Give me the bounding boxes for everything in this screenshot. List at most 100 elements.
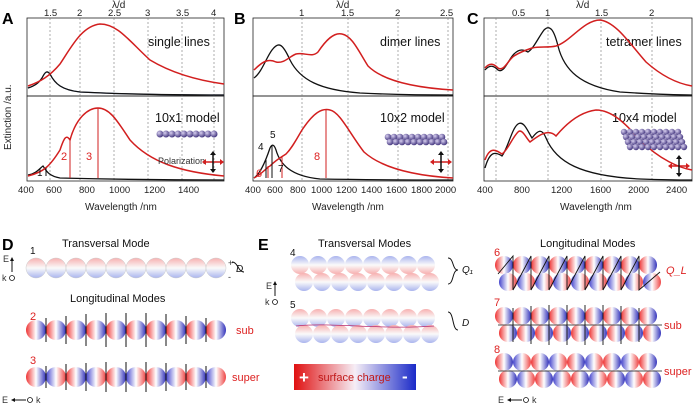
a-top-red-curve xyxy=(27,23,225,87)
b-x-tick-5: 1200 xyxy=(336,185,357,196)
plot-c-top-frame xyxy=(483,17,693,97)
a-x-tick-6: 1400 xyxy=(178,185,199,196)
b-x-tick-9: 2000 xyxy=(435,185,456,196)
a-bottom-red-curve xyxy=(27,107,225,177)
panel-d: D Transversal Mode 1 + - D E k Longitudi… xyxy=(2,237,260,405)
c-top-tick-4: 2 xyxy=(649,8,654,19)
surface-charge-legend: + surface charge - xyxy=(294,364,416,390)
e-bottom-k-label: k xyxy=(532,395,537,405)
a-x-tick-1: 400 xyxy=(18,185,34,196)
a-top-tick-2: 2 xyxy=(77,8,82,19)
a-x-tick-2: 600 xyxy=(46,185,62,196)
xlabel-b: Wavelength /nm xyxy=(312,202,384,213)
b-bottom-red-curve xyxy=(253,108,454,179)
e-q1-quadrupole-icon xyxy=(447,257,459,285)
b-x-tick-1: 400 xyxy=(245,185,261,196)
e-bottom-e-k-icon xyxy=(507,397,529,403)
c-x-tick-6: 2400 xyxy=(666,185,687,196)
b-x-tick-8: 1800 xyxy=(411,185,432,196)
b-bottom-title: 10x2 model xyxy=(380,111,445,125)
legend-text: surface charge xyxy=(318,372,391,384)
d-D-label: D xyxy=(236,264,243,275)
e-mode-6-chain xyxy=(495,254,661,291)
d-plus-sign: + xyxy=(228,258,233,268)
c-top-tick-1: 0.5 xyxy=(512,8,525,19)
legend-plus: + xyxy=(299,368,309,387)
a-top-tick-6: 4 xyxy=(211,8,216,19)
a-polarization-arrows-icon xyxy=(202,151,224,173)
plot-c-gridlines xyxy=(495,18,653,181)
lambda-d-label-c: λ/d xyxy=(576,0,589,11)
e-d-label: D xyxy=(462,318,469,329)
d-transversal-title: Transversal Mode xyxy=(62,238,150,250)
b-ann-7: 7 xyxy=(278,164,284,175)
d-mode-1-chain xyxy=(25,257,227,279)
plot-a-gridlines xyxy=(49,18,215,181)
plot-a-bottom-frame xyxy=(26,95,225,182)
lambda-d-label-b: λ/d xyxy=(336,0,349,11)
xlabel-a: Wavelength /nm xyxy=(85,202,157,213)
plot-c-bottom-frame xyxy=(483,95,693,182)
e-mode-4-chain xyxy=(291,256,439,291)
a-bottom-title: 10x1 model xyxy=(155,111,220,125)
plot-b-gridlines xyxy=(301,18,449,181)
legend-minus: - xyxy=(402,367,408,386)
b-ann-5: 5 xyxy=(270,130,276,141)
a-top-black-curve xyxy=(27,71,225,96)
b-bottom-black-curve xyxy=(253,144,454,181)
panel-d-label: D xyxy=(2,237,14,254)
d-bottom-k-label: k xyxy=(36,395,41,405)
c-x-tick-1: 400 xyxy=(477,185,493,196)
d-longitudinal-title: Longitudinal Modes xyxy=(70,293,166,305)
e-k-label: k xyxy=(265,297,270,307)
d-e-label: E xyxy=(3,254,9,264)
b-top-tick-4: 2.5 xyxy=(440,8,453,19)
panel-e: E Transversal Modes 4 Q₁ E k xyxy=(258,237,692,405)
d-bottom-e-k-icon xyxy=(11,397,33,403)
c-bottom-title: 10x4 model xyxy=(612,111,677,125)
b-particle-chain xyxy=(384,133,448,146)
a-top-tick-3: 2.5 xyxy=(108,8,121,19)
d-super-label: super xyxy=(232,372,260,384)
b-top-tick-1: 1 xyxy=(299,8,304,19)
e-longitudinal-title: Longitudinal Modes xyxy=(540,238,636,250)
b-ann-6: 6 xyxy=(256,168,262,180)
a-bottom-black-curve xyxy=(27,165,225,181)
d-mode-3-label: 3 xyxy=(30,355,36,367)
a-polarization-label: Polarization xyxy=(158,156,205,166)
a-x-tick-4: 1000 xyxy=(109,185,130,196)
b-top-red-curve xyxy=(253,32,454,91)
d-mode-1-label: 1 xyxy=(30,246,36,257)
b-ann-4: 4 xyxy=(258,142,264,153)
e-super-label: super xyxy=(664,366,692,378)
b-top-tick-3: 2 xyxy=(395,8,400,19)
e-e-k-axes-icon xyxy=(272,281,278,305)
b-top-title: dimer lines xyxy=(380,35,440,49)
d-mode-2-label: 2 xyxy=(30,311,36,323)
d-e-k-axes-icon xyxy=(9,257,15,281)
panel-b: B λ/d 1 1.5 2 2.5 dimer lines 10x2 model… xyxy=(234,0,456,213)
b-x-tick-2: 600 xyxy=(267,185,283,196)
e-e-label: E xyxy=(266,281,272,291)
plot-a-top-frame xyxy=(26,17,225,97)
a-x-tick-3: 800 xyxy=(79,185,95,196)
panel-a-label: A xyxy=(2,11,14,28)
c-x-tick-4: 1600 xyxy=(590,185,611,196)
e-q1-label: Q₁ xyxy=(462,265,473,276)
d-bottom-e-label: E xyxy=(2,395,8,405)
b-polarization-arrows-icon xyxy=(430,151,452,173)
e-transversal-title: Transversal Modes xyxy=(318,238,412,250)
a-x-tick-5: 1200 xyxy=(144,185,165,196)
panel-a: A λ/d 1.5 2 2.5 3 3.5 4 Extinction /a.u.… xyxy=(2,0,225,213)
a-particle-chain xyxy=(156,130,218,138)
a-ann-2: 2 xyxy=(61,151,67,163)
b-top-black-curve xyxy=(253,44,454,96)
e-dipole-icon xyxy=(447,311,459,331)
e-mode-7-chain xyxy=(495,305,662,345)
a-top-tick-1: 1.5 xyxy=(44,8,57,19)
d-minus-sign: - xyxy=(228,272,231,282)
d-mode-2-chain xyxy=(26,313,226,347)
d-k-label: k xyxy=(2,273,7,283)
b-x-tick-3: 800 xyxy=(290,185,306,196)
